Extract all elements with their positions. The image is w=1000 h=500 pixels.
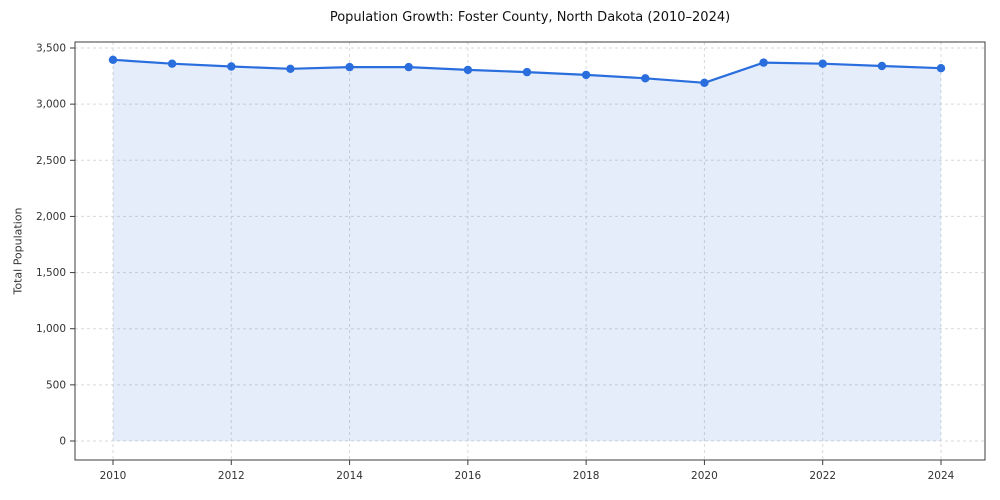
data-point bbox=[286, 64, 295, 74]
data-point bbox=[818, 59, 827, 68]
data-point bbox=[700, 78, 709, 88]
y-tick-label: 500 bbox=[46, 379, 66, 391]
y-tick-label: 2,500 bbox=[36, 155, 66, 167]
x-tick-label: 2018 bbox=[573, 470, 600, 482]
data-point bbox=[167, 59, 177, 68]
y-tick-label: 3,000 bbox=[36, 99, 66, 111]
data-point bbox=[227, 62, 236, 71]
data-point bbox=[877, 61, 887, 71]
data-point bbox=[759, 58, 768, 67]
plot-border bbox=[74, 41, 986, 461]
data-point bbox=[581, 70, 591, 80]
x-tick-label: 2024 bbox=[928, 470, 955, 482]
y-tick-label: 1,500 bbox=[36, 267, 66, 279]
area-fill bbox=[113, 59, 941, 442]
data-point bbox=[463, 65, 473, 75]
x-tick-label: 2010 bbox=[100, 470, 127, 482]
data-point bbox=[404, 62, 413, 72]
data-point bbox=[522, 67, 532, 77]
y-tick-label: 2,000 bbox=[36, 211, 66, 223]
data-point bbox=[936, 63, 946, 73]
x-tick-label: 2014 bbox=[336, 470, 363, 482]
y-tick-label: 3,500 bbox=[36, 43, 66, 55]
data-point bbox=[345, 62, 354, 72]
y-tick-label: 0 bbox=[59, 436, 66, 448]
data-point bbox=[641, 74, 650, 83]
y-tick-label: 1,000 bbox=[36, 323, 66, 335]
chart-title: Population Growth: Foster County, North … bbox=[329, 10, 731, 25]
data-point bbox=[108, 55, 118, 64]
x-tick-label: 2020 bbox=[691, 470, 718, 482]
x-tick-label: 2022 bbox=[809, 470, 836, 482]
x-tick-label: 2012 bbox=[218, 470, 245, 482]
x-tick-label: 2016 bbox=[454, 470, 481, 482]
